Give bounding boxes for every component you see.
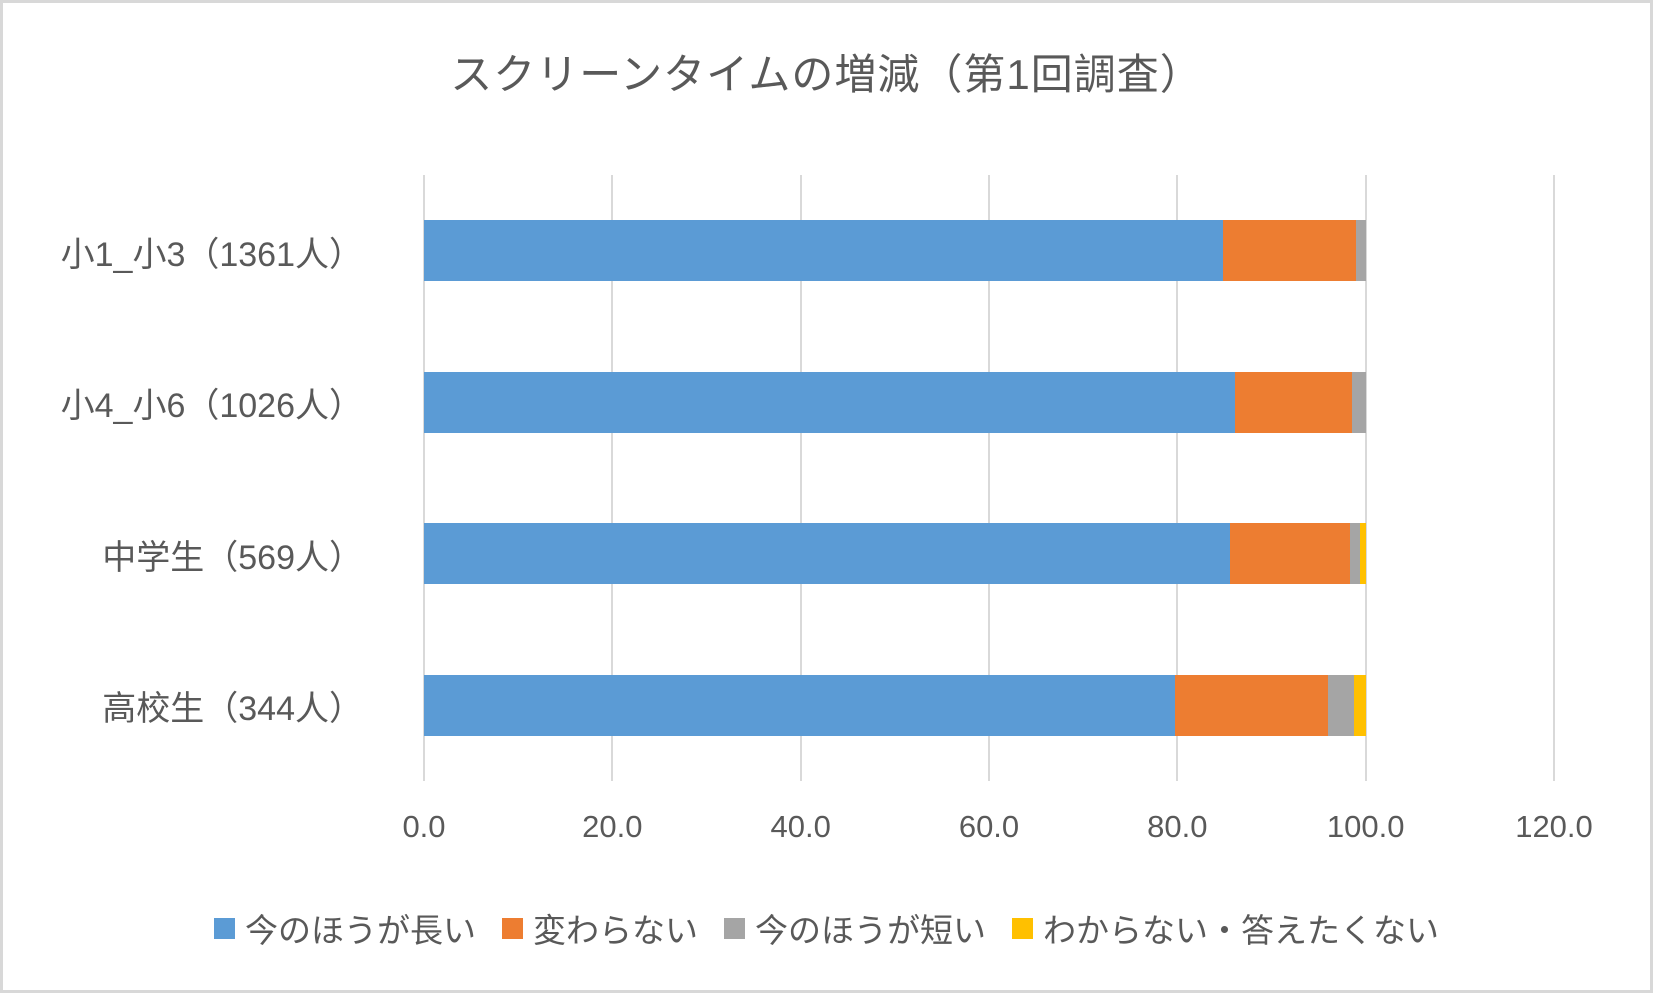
x-tick-label: 100.0 [1326, 809, 1405, 844]
bar-row [424, 674, 1554, 736]
bar-segment [424, 220, 1223, 282]
legend-item: 今のほうが短い [724, 904, 986, 952]
gridline [611, 175, 614, 781]
x-tick-label: 80.0 [1147, 809, 1208, 844]
bar-segment [1234, 371, 1353, 433]
y-axis-label: 小4_小6（1026人） [60, 387, 363, 425]
legend-label: 今のほうが短い [755, 912, 986, 949]
bar-row [424, 371, 1554, 433]
gridline [988, 175, 990, 781]
gridline [1176, 175, 1179, 781]
bar-segment [1222, 220, 1357, 282]
bar-segment [1352, 371, 1366, 433]
gridline [1364, 175, 1367, 781]
x-tick-label: 60.0 [958, 809, 1020, 844]
legend-label: 変わらない [533, 912, 698, 949]
bar-segment [424, 674, 1175, 736]
legend-marker-icon [502, 917, 523, 939]
bar-segment [1174, 674, 1328, 736]
bar-segment [1356, 220, 1366, 282]
bar-segment [1360, 523, 1366, 585]
legend-label: わからない・答えたくない [1043, 912, 1439, 949]
y-axis-label: 小1_小3（1361人） [60, 235, 363, 274]
bar-row [424, 220, 1554, 282]
legend-item: 今のほうが長い [214, 904, 476, 952]
x-tick-label: 0.0 [402, 809, 446, 844]
legend-label: 今のほうが長い [245, 912, 476, 949]
chart-title: スクリーンタイムの増減（第1回調査） [450, 51, 1203, 98]
bar-segment [1230, 523, 1350, 585]
legend-marker-icon [1012, 917, 1033, 939]
y-axis-label: 高校生（344人） [102, 690, 363, 728]
x-tick-label: 120.0 [1515, 809, 1593, 844]
bar-segment [424, 523, 1231, 585]
y-axis-label: 中学生（569人） [102, 538, 363, 577]
gridline [1553, 175, 1555, 781]
legend: 今のほうが長い 変わらない 今のほうが短い わからない・答えたくない [3, 904, 1650, 952]
bar-segment [1349, 523, 1360, 585]
legend-marker-icon [724, 917, 745, 939]
bar-segment [424, 371, 1235, 433]
bar-row [424, 523, 1554, 585]
legend-marker-icon [214, 917, 235, 939]
gridline [423, 175, 425, 781]
gridline [799, 175, 802, 781]
bar-segment [1354, 674, 1366, 736]
bar-segment [1328, 674, 1355, 736]
legend-item: わからない・答えたくない [1012, 904, 1439, 952]
x-tick-label: 40.0 [770, 809, 831, 844]
legend-item: 変わらない [502, 904, 698, 952]
x-tick-label: 20.0 [582, 809, 643, 844]
plot-area [423, 175, 1555, 781]
